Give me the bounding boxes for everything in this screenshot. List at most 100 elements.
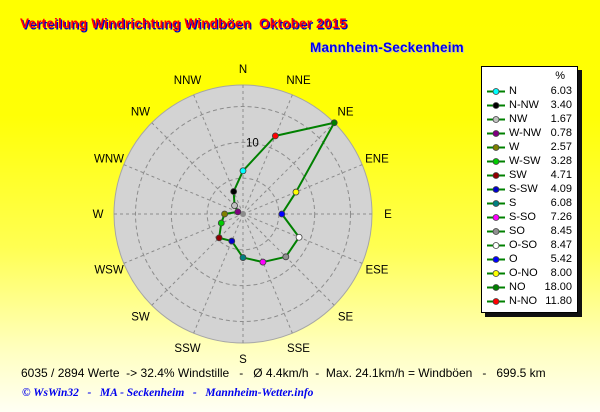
legend-value: 3.28: [550, 155, 572, 167]
legend-marker-icon: [487, 115, 505, 123]
legend-marker-icon: [487, 87, 505, 95]
direction-label: WNW: [94, 154, 124, 166]
status-line: 6035 / 2894 Werte -> 32.4% Windstille - …: [21, 366, 546, 380]
legend-label: S: [509, 197, 517, 209]
legend-marker-icon: [487, 255, 505, 263]
legend-items: N 6.03 N-NW 3.40 NW 1.67 W-NW 0.78 W 2.57 W-SW 3.28…: [482, 84, 577, 308]
direction-label: SE: [338, 312, 354, 324]
legend-marker-icon: [487, 157, 505, 165]
legend-label: N-NO: [509, 295, 538, 307]
wind-point-marker: [221, 210, 228, 218]
legend-value: 1.67: [550, 113, 572, 125]
wind-point-marker: [330, 119, 338, 127]
wind-point-marker: [230, 188, 238, 195]
direction-label: NNW: [174, 75, 202, 87]
legend-item: N-NW 3.40: [482, 98, 577, 112]
legend-item: NO 18.00: [482, 280, 577, 294]
wind-point-marker: [231, 202, 238, 209]
wind-point-marker: [278, 210, 286, 218]
direction-label: WSW: [94, 264, 124, 276]
legend-value: 4.71: [550, 169, 572, 181]
footer-credit: © WsWin32 - MA - Seckenheim - Mannheim-W…: [22, 387, 314, 399]
legend-unit-header: %: [555, 70, 565, 82]
wind-point-marker: [239, 254, 247, 261]
direction-label: W: [93, 209, 104, 221]
wind-point-marker: [234, 208, 242, 216]
legend-value: 11.80: [545, 295, 572, 307]
legend-label: W-SW: [509, 155, 541, 167]
legend-label: O: [509, 253, 518, 265]
legend-marker-icon: [487, 241, 505, 249]
legend-label: O-SO: [509, 239, 538, 251]
legend-label: NO: [509, 281, 526, 293]
legend-marker-icon: [487, 101, 505, 109]
legend-label: S-SW: [509, 183, 538, 195]
legend-value: 0.78: [550, 127, 572, 139]
legend-label: S-SO: [509, 211, 536, 223]
legend-item: O-SO 8.47: [482, 238, 577, 252]
legend-marker-icon: [487, 129, 505, 137]
legend-item: SO 8.45: [482, 224, 577, 238]
legend-value: 6.03: [550, 85, 572, 97]
legend-value: 7.26: [550, 211, 572, 223]
legend-item: S-SW 4.09: [482, 182, 577, 196]
direction-label: E: [384, 209, 392, 221]
wind-point-marker: [295, 233, 303, 241]
direction-label: ENE: [365, 154, 389, 166]
wind-point-marker: [228, 237, 236, 245]
wind-point-marker: [271, 132, 279, 140]
legend-value: 2.57: [550, 141, 572, 153]
legend-marker-icon: [487, 143, 505, 151]
direction-label: NW: [131, 106, 150, 118]
direction-label: NE: [338, 106, 354, 118]
legend-item: W-NW 0.78: [482, 126, 577, 140]
legend-value: 6.08: [550, 197, 572, 209]
legend-marker-icon: [487, 269, 505, 277]
wind-point-marker: [217, 219, 225, 227]
wind-point-marker: [215, 234, 223, 242]
legend-label: O-NO: [509, 267, 538, 279]
legend-label: N-NW: [509, 99, 539, 111]
legend-item: W 2.57: [482, 140, 577, 154]
legend-label: SW: [509, 169, 527, 181]
direction-label: SSW: [174, 343, 200, 355]
legend-box: % N 6.03 N-NW 3.40 NW 1.67 W-NW 0.78 W 2.57 W-SW 3.…: [481, 66, 578, 313]
ring-scale-label: 10: [246, 137, 259, 149]
wind-point-marker: [239, 167, 247, 175]
legend-marker-icon: [487, 185, 505, 193]
legend-item: W-SW 3.28: [482, 154, 577, 168]
legend-item: S-SO 7.26: [482, 210, 577, 224]
wind-point-marker: [259, 258, 267, 266]
direction-label: SSE: [287, 343, 310, 355]
legend-label: W: [509, 141, 520, 153]
legend-label: SO: [509, 225, 525, 237]
legend-marker-icon: [487, 199, 505, 207]
grid-ring: [135, 106, 351, 322]
grid-ring: [170, 141, 316, 287]
page-title: Verteilung Windrichtung Windböen Oktober…: [20, 16, 347, 31]
legend-label: N: [509, 85, 517, 97]
legend-label: NW: [509, 113, 528, 125]
legend-value: 8.47: [550, 239, 572, 251]
legend-marker-icon: [487, 283, 505, 291]
legend-label: W-NW: [509, 127, 542, 139]
legend-item: N 6.03: [482, 84, 577, 98]
legend-marker-icon: [487, 297, 505, 305]
legend-item: O-NO 8.00: [482, 266, 577, 280]
legend-item: S 6.08: [482, 196, 577, 210]
legend-item: NW 1.67: [482, 112, 577, 126]
direction-label: S: [239, 354, 247, 366]
direction-label: NNE: [286, 75, 311, 87]
direction-label: N: [239, 64, 247, 76]
legend-value: 3.40: [550, 99, 572, 111]
direction-label: SW: [131, 312, 150, 324]
legend-item: SW 4.71: [482, 168, 577, 182]
legend-marker-icon: [487, 227, 505, 235]
legend-value: 18.00: [544, 281, 572, 293]
legend-value: 8.00: [550, 267, 572, 279]
legend-value: 4.09: [550, 183, 572, 195]
direction-label: ESE: [365, 264, 388, 276]
wind-point-marker: [292, 188, 300, 196]
station-name: Mannheim-Seckenheim: [310, 40, 464, 55]
